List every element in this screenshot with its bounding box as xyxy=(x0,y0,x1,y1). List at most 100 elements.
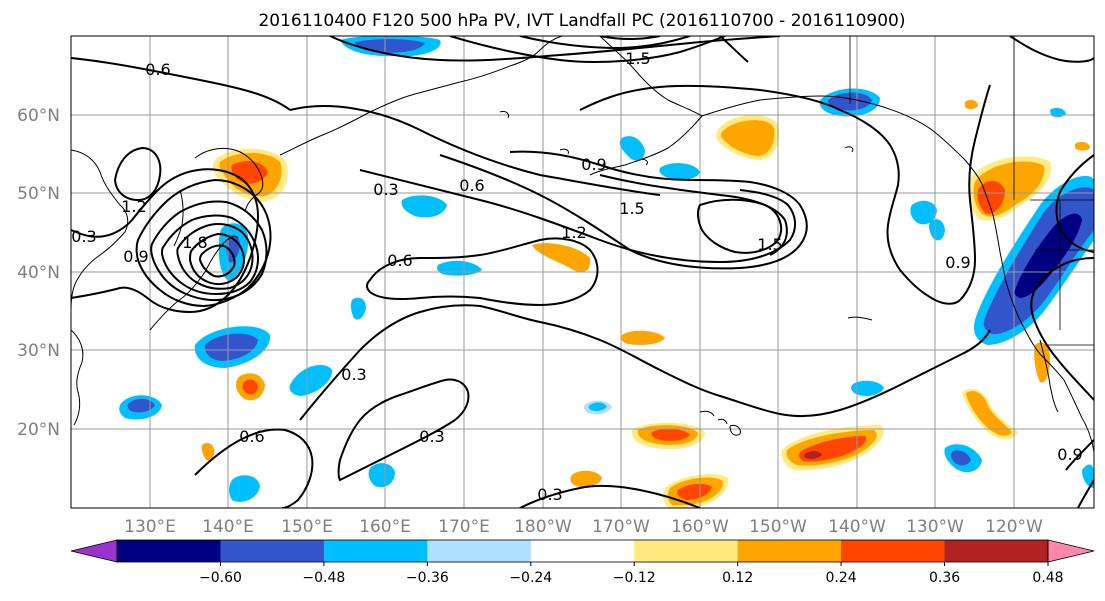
colorbar-extend-max xyxy=(1047,539,1095,563)
alaska-west-coastline xyxy=(599,36,703,117)
contour-label: 0.3 xyxy=(341,365,366,384)
contour-label: 0.6 xyxy=(145,60,170,79)
lon-label: 160°E xyxy=(359,517,411,537)
contour-label: 0.9 xyxy=(123,247,148,266)
lon-label: 180°W xyxy=(514,517,572,537)
shade-orange-22n-140w-mid xyxy=(966,391,1012,436)
lon-label: 150°W xyxy=(749,517,807,537)
contour-small-north-loop xyxy=(113,146,162,202)
contour-1.5-cyclone xyxy=(176,223,254,290)
colorbar-swatch xyxy=(634,540,739,562)
lon-label: 140°E xyxy=(202,517,254,537)
colorbar-tick-label: 0.12 xyxy=(722,570,753,586)
lat-label-50n: 50°N xyxy=(17,184,60,204)
kamchatka-coastline xyxy=(194,147,264,213)
asia-coastline-south xyxy=(71,329,84,426)
contour-label: 0.6 xyxy=(239,427,264,446)
shade-blue-15n-152e xyxy=(229,475,260,502)
colorbar-tick-label: −0.36 xyxy=(406,570,449,586)
contour-label: 0.3 xyxy=(373,180,398,199)
contour-0.6-north xyxy=(71,57,291,111)
contour-0.6-cyclone xyxy=(135,178,272,308)
colorbar-tick-label: −0.48 xyxy=(302,570,345,586)
shade-orange-30n-165w xyxy=(621,330,665,345)
contour-1.5-north xyxy=(449,36,726,63)
asia-coastline xyxy=(71,149,129,311)
shade-blue-nw-pacific-mid xyxy=(401,195,447,218)
contour-1.2-ridge xyxy=(359,169,796,264)
bc-coastline xyxy=(981,183,1007,283)
contour-0.3-east-mid xyxy=(1055,154,1094,253)
contour-1.8-north xyxy=(599,36,661,40)
shade-darkred-18n-145w xyxy=(804,451,822,459)
contour-0.9-right-edge xyxy=(1065,439,1094,508)
contour-0.9-east-top xyxy=(1009,36,1094,63)
colorbar-swatch xyxy=(220,540,325,562)
coastlines xyxy=(71,36,1094,453)
contour-label: 0.9 xyxy=(581,155,606,174)
pv-contours xyxy=(71,36,1094,508)
contour-label: 1.5 xyxy=(619,199,644,218)
contour-0.3-south xyxy=(337,378,470,482)
map-title: 2016110400 F120 500 hPa PV, IVT Landfall… xyxy=(258,11,905,31)
colorbar-tick-label: −0.60 xyxy=(199,570,242,586)
colorbar-tick-label: −0.24 xyxy=(509,570,552,586)
shade-blue-bottom-right xyxy=(1082,464,1094,488)
colorbar-swatch xyxy=(737,540,842,562)
colorbar: −0.60 −0.48 −0.36 −0.24 −0.12 0.12 0.24 0.36 0.4… xyxy=(70,539,1095,586)
contour-label: 0.6 xyxy=(387,251,412,270)
contour-label: 1.8 xyxy=(182,233,207,252)
contour-label-group: 0.6 1.5 0.3 0.6 0.9 1.5 1.2 1.5 0.6 1.2 … xyxy=(71,49,1082,504)
contour-label: 1.5 xyxy=(757,235,782,254)
lat-label-30n: 30°N xyxy=(17,341,60,361)
map-frame xyxy=(70,35,1095,509)
contour-label: 1.5 xyxy=(625,49,650,68)
longitude-labels: 130°E 140°E 150°E 160°E 170°E 180°W 170°… xyxy=(124,517,1043,537)
shade-blue-150e xyxy=(289,365,333,396)
contour-label: 1.2 xyxy=(561,223,586,242)
lat-lon-grid xyxy=(71,36,1094,508)
colorbar-tick-label: 0.36 xyxy=(929,570,960,586)
contour-0.6-mid xyxy=(289,105,661,196)
contour-1.2-ridge-mid xyxy=(599,174,788,256)
contour-label: 0.3 xyxy=(71,227,96,246)
shade-blue-japan-east-core xyxy=(204,333,258,361)
shade-blue-alaska-north-core xyxy=(355,39,425,53)
lon-label: 170°W xyxy=(592,517,650,537)
contour-label: 0.6 xyxy=(459,176,484,195)
contour-0.3-cyclone xyxy=(71,168,260,314)
lat-label-40n: 40°N xyxy=(17,263,60,283)
colorbar-extend-min xyxy=(70,539,118,563)
contour-0.3-right xyxy=(1030,257,1094,401)
colorbar-tick-label: 0.48 xyxy=(1032,570,1063,586)
lon-label: 120°W xyxy=(985,517,1043,537)
lon-label: 130°E xyxy=(124,517,176,537)
chukotka-coastline xyxy=(459,36,563,83)
shade-red-30n-140e xyxy=(242,379,258,395)
contour-1.8-cyclone xyxy=(188,232,245,286)
contour-1.5-ridge-outer xyxy=(439,150,808,270)
contour-0.9-gulf xyxy=(579,84,961,305)
aleutian-chain xyxy=(589,115,703,176)
contour-0.3-big xyxy=(299,304,991,421)
colorbar-swatch xyxy=(117,540,221,562)
bering-islands xyxy=(499,111,648,166)
shade-orange-12n-170w xyxy=(570,470,602,488)
shade-orange-top-right xyxy=(1075,141,1090,151)
small-islands-mid xyxy=(844,146,873,321)
contour-label: 1.2 xyxy=(121,197,146,216)
shade-blue-45n-135w xyxy=(910,200,937,225)
ivt-shading xyxy=(119,36,1094,508)
lon-label: 140°W xyxy=(828,517,886,537)
contour-0.9-north xyxy=(329,36,781,62)
contour-0.6-bottom-left xyxy=(194,428,314,508)
latitude-labels: 20°N 30°N 40°N 50°N 60°N xyxy=(17,106,60,440)
contour-0.9-ne-pacific xyxy=(959,84,991,301)
shade-orange-15n-140e xyxy=(201,443,215,462)
lon-label: 130°W xyxy=(906,517,964,537)
us-west-coastline xyxy=(1005,281,1065,381)
shade-orange-alaska-north xyxy=(965,99,978,110)
shade-orange-45n-175w xyxy=(532,243,591,273)
colorbar-swatch xyxy=(427,540,532,562)
